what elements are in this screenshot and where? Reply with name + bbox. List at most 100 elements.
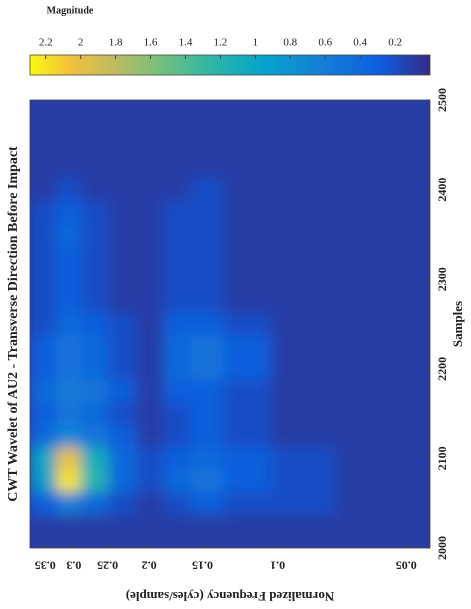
heatmap-cell (190, 469, 224, 492)
heatmap-cell (30, 424, 58, 448)
y-axis-label: Normalized Frequency (cyles/sample) (126, 589, 334, 604)
heatmap-cell (30, 267, 58, 291)
heatmap-cell (164, 513, 192, 537)
heatmap-cell (223, 155, 272, 179)
heatmap-cell (108, 289, 137, 313)
heatmap (30, 100, 430, 548)
heatmap-cell (270, 357, 336, 380)
heatmap-cell (80, 100, 109, 112)
heatmap-cell (30, 100, 58, 112)
heatmap-cell (164, 401, 192, 425)
heatmap-cell (270, 379, 336, 403)
heatmap-cell (334, 424, 430, 448)
heatmap-cell (164, 222, 192, 246)
heatmap-cell (223, 100, 272, 112)
heatmap-cell (223, 222, 272, 246)
heatmap-clip (30, 100, 430, 548)
colorbar-tick-label: 2.2 (39, 37, 53, 49)
heatmap-cell (190, 267, 224, 291)
heatmap-cell (108, 245, 137, 268)
heatmap-cell (108, 100, 137, 112)
heatmap-cell (30, 491, 58, 515)
heatmap-cell (334, 334, 430, 358)
colorbar-tick-label: 0.6 (318, 37, 332, 49)
heatmap-cell (223, 424, 272, 448)
heatmap-cell (164, 446, 192, 470)
heatmap-cell (136, 155, 165, 179)
heatmap-cell (164, 491, 192, 515)
heatmap-cell (108, 267, 137, 291)
heatmap-cell (270, 222, 336, 246)
heatmap-cell (190, 245, 224, 268)
heatmap-cell (56, 424, 82, 448)
heatmap-cell (223, 312, 272, 336)
heatmap-cell (223, 110, 272, 134)
heatmap-cell (270, 401, 336, 425)
heatmap-cell (80, 401, 109, 425)
heatmap-cell (190, 133, 224, 156)
x-tick-label: 2500 (435, 88, 449, 112)
rotated-figure: 2000 2100 2200 2300 2400 2500 0.05 0.1 0.15 0.2 0.… (6, 5, 465, 604)
heatmap-cell (136, 334, 165, 358)
heatmap-cell (30, 289, 58, 313)
heatmap-cell (334, 379, 430, 403)
heatmap-cell (30, 110, 58, 134)
heatmap-cell (164, 424, 192, 448)
heatmap-cell (108, 401, 137, 425)
heatmap-cell (270, 469, 336, 492)
heatmap-cell (270, 177, 336, 201)
heatmap-cell (136, 469, 165, 492)
heatmap-cell (334, 267, 430, 291)
heatmap-cell (164, 200, 192, 224)
heatmap-cell (56, 491, 82, 515)
x-tick-label: 2100 (435, 446, 449, 470)
heatmap-cell (80, 334, 109, 358)
heatmap-cell (56, 110, 82, 134)
heatmap-cell (136, 245, 165, 268)
heatmap-cell (108, 379, 137, 403)
y-tick-label: 0.05 (396, 558, 417, 572)
heatmap-cell (223, 245, 272, 268)
x-tick-label: 2200 (435, 357, 449, 381)
y-tick-label: 0.25 (97, 558, 118, 572)
heatmap-cell (80, 513, 109, 537)
y-tick-label: 0.2 (142, 558, 157, 572)
heatmap-cell (136, 401, 165, 425)
heatmap-cell (56, 267, 82, 291)
heatmap-cell (80, 379, 109, 403)
heatmap-cell (334, 177, 430, 201)
heatmap-cell (136, 424, 165, 448)
heatmap-cell (164, 267, 192, 291)
heatmap-cell (190, 177, 224, 201)
heatmap-cell (30, 513, 58, 537)
heatmap-cell (334, 446, 430, 470)
heatmap-cell (30, 357, 58, 380)
heatmap-cell (30, 446, 58, 470)
heatmap-cell (80, 446, 109, 470)
heatmap-cell (164, 357, 192, 380)
heatmap-cell (334, 401, 430, 425)
heatmap-cell (334, 289, 430, 313)
heatmap-cell (30, 379, 58, 403)
heatmap-cell (223, 469, 272, 492)
heatmap-cell (190, 200, 224, 224)
heatmap-cell (80, 312, 109, 336)
heatmap-cell (190, 446, 224, 470)
heatmap-cell (136, 100, 165, 112)
heatmap-cell (190, 334, 224, 358)
heatmap-cell (56, 379, 82, 403)
heatmap-cell (270, 312, 336, 336)
heatmap-cell (136, 289, 165, 313)
heatmap-cell (108, 357, 137, 380)
y-tick-label: 0.35 (35, 558, 56, 572)
heatmap-cell (80, 245, 109, 268)
y-tick-label: 0.15 (192, 558, 213, 572)
heatmap-cell (270, 245, 336, 268)
heatmap-cell (190, 155, 224, 179)
heatmap-cell (56, 401, 82, 425)
heatmap-cell (270, 267, 336, 291)
heatmap-cell (190, 424, 224, 448)
heatmap-cell (190, 513, 224, 537)
heatmap-cell (136, 222, 165, 246)
